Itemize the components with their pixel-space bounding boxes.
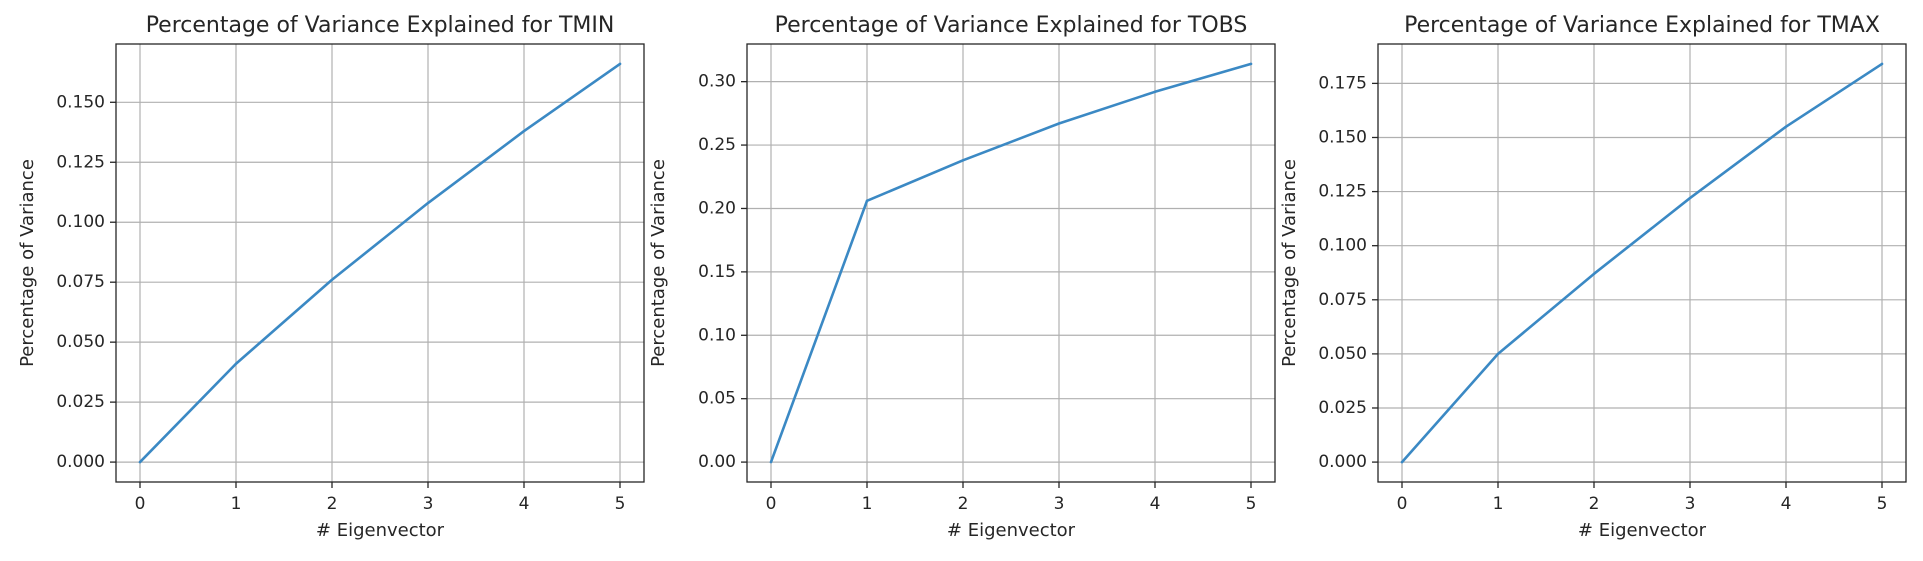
chart-title: Percentage of Variance Explained for TMA… (1404, 13, 1880, 38)
series-layer (138, 62, 622, 464)
data-point (1496, 352, 1500, 356)
y-axis-label: Percentage of Variance (648, 159, 669, 367)
y-tick-label: 0.125 (1318, 182, 1367, 202)
x-tick-label: 3 (1054, 494, 1065, 514)
x-axis-label: # Eigenvector (316, 520, 445, 541)
chart-tobs: Percentage of Variance Explained for TOB… (648, 13, 1276, 541)
x-tick-label: 5 (615, 494, 626, 514)
series-layer (769, 62, 1253, 464)
y-tick-label: 0.00 (698, 452, 736, 472)
y-axis-label: Percentage of Variance (17, 159, 38, 367)
x-tick-label: 0 (135, 494, 146, 514)
y-tick-label: 0.150 (1318, 127, 1367, 147)
y-tick-label: 0.025 (1318, 398, 1367, 418)
y-tick-label: 0.175 (1318, 73, 1367, 93)
y-tick-label: 0.000 (1318, 452, 1367, 472)
y-tick-label: 0.050 (56, 332, 105, 352)
y-tick-label: 0.000 (56, 452, 105, 472)
data-point (522, 129, 526, 133)
tick-layer: 0 1 2 3 4 5 0.000 0.025 0.050 0.075 0.100 0.125 0.15… (1318, 73, 1887, 514)
data-point (769, 460, 773, 464)
x-tick-label: 3 (423, 494, 434, 514)
data-point (961, 159, 965, 162)
y-tick-label: 0.050 (1318, 344, 1367, 364)
series-layer (1400, 62, 1884, 464)
tick-layer: 0 1 2 3 4 5 0.00 0.05 0.10 0.15 0.20 0.25 0.30 (698, 72, 1256, 514)
chart-tmin: Percentage of Variance Explained for TMI… (17, 13, 645, 541)
data-point (1400, 460, 1404, 464)
y-tick-label: 0.125 (56, 152, 105, 172)
x-tick-label: 5 (1877, 494, 1888, 514)
y-axis-label: Percentage of Variance (1279, 159, 1300, 367)
y-tick-label: 0.15 (698, 262, 736, 282)
x-tick-label: 2 (1589, 494, 1600, 514)
y-tick-label: 0.075 (56, 272, 105, 292)
x-tick-label: 2 (958, 494, 969, 514)
data-point (1688, 196, 1692, 200)
x-tick-label: 1 (862, 494, 873, 514)
gridlines (1378, 44, 1906, 482)
x-tick-label: 4 (1150, 494, 1161, 514)
x-tick-label: 3 (1685, 494, 1696, 514)
x-tick-label: 2 (327, 494, 338, 514)
plot-frame (746, 43, 1276, 483)
plot-frame (1377, 43, 1907, 483)
plot-frame (115, 43, 645, 483)
y-tick-label: 0.100 (56, 212, 105, 232)
data-point (234, 362, 238, 365)
chart-title: Percentage of Variance Explained for TOB… (775, 13, 1248, 38)
series-line (138, 62, 622, 464)
data-point (138, 460, 142, 464)
chart-title: Percentage of Variance Explained for TMI… (146, 13, 615, 38)
gridlines (116, 44, 644, 482)
x-axis-label: # Eigenvector (1578, 520, 1707, 541)
y-tick-label: 0.150 (56, 92, 105, 112)
x-tick-label: 0 (766, 494, 777, 514)
data-point (330, 278, 334, 281)
y-tick-label: 0.30 (698, 72, 736, 92)
series-line (1400, 62, 1884, 464)
y-tick-label: 0.20 (698, 198, 736, 218)
data-point (618, 62, 622, 66)
x-tick-label: 0 (1397, 494, 1408, 514)
y-tick-label: 0.100 (1318, 236, 1367, 256)
data-point (426, 201, 430, 205)
y-tick-label: 0.05 (698, 389, 736, 409)
series-line (769, 62, 1253, 464)
y-tick-label: 0.075 (1318, 290, 1367, 310)
x-axis-label: # Eigenvector (947, 520, 1076, 541)
x-tick-label: 1 (231, 494, 242, 514)
data-point (1880, 62, 1884, 66)
data-point (865, 199, 869, 203)
y-tick-label: 0.25 (698, 135, 736, 155)
data-point (1784, 125, 1788, 128)
data-point (1057, 122, 1061, 125)
x-tick-label: 4 (519, 494, 530, 514)
gridlines (747, 44, 1275, 482)
tick-layer: 0 1 2 3 4 5 0.000 0.025 0.050 0.075 0.100 0.125 0.15… (56, 92, 625, 514)
x-tick-label: 5 (1246, 494, 1257, 514)
y-tick-label: 0.10 (698, 325, 736, 345)
x-tick-label: 4 (1781, 494, 1792, 514)
data-point (1153, 90, 1157, 94)
x-tick-label: 1 (1493, 494, 1504, 514)
chart-tmax: Percentage of Variance Explained for TMA… (1279, 13, 1907, 541)
data-point (1592, 272, 1596, 276)
y-tick-label: 0.025 (56, 392, 105, 412)
data-point (1249, 62, 1253, 66)
